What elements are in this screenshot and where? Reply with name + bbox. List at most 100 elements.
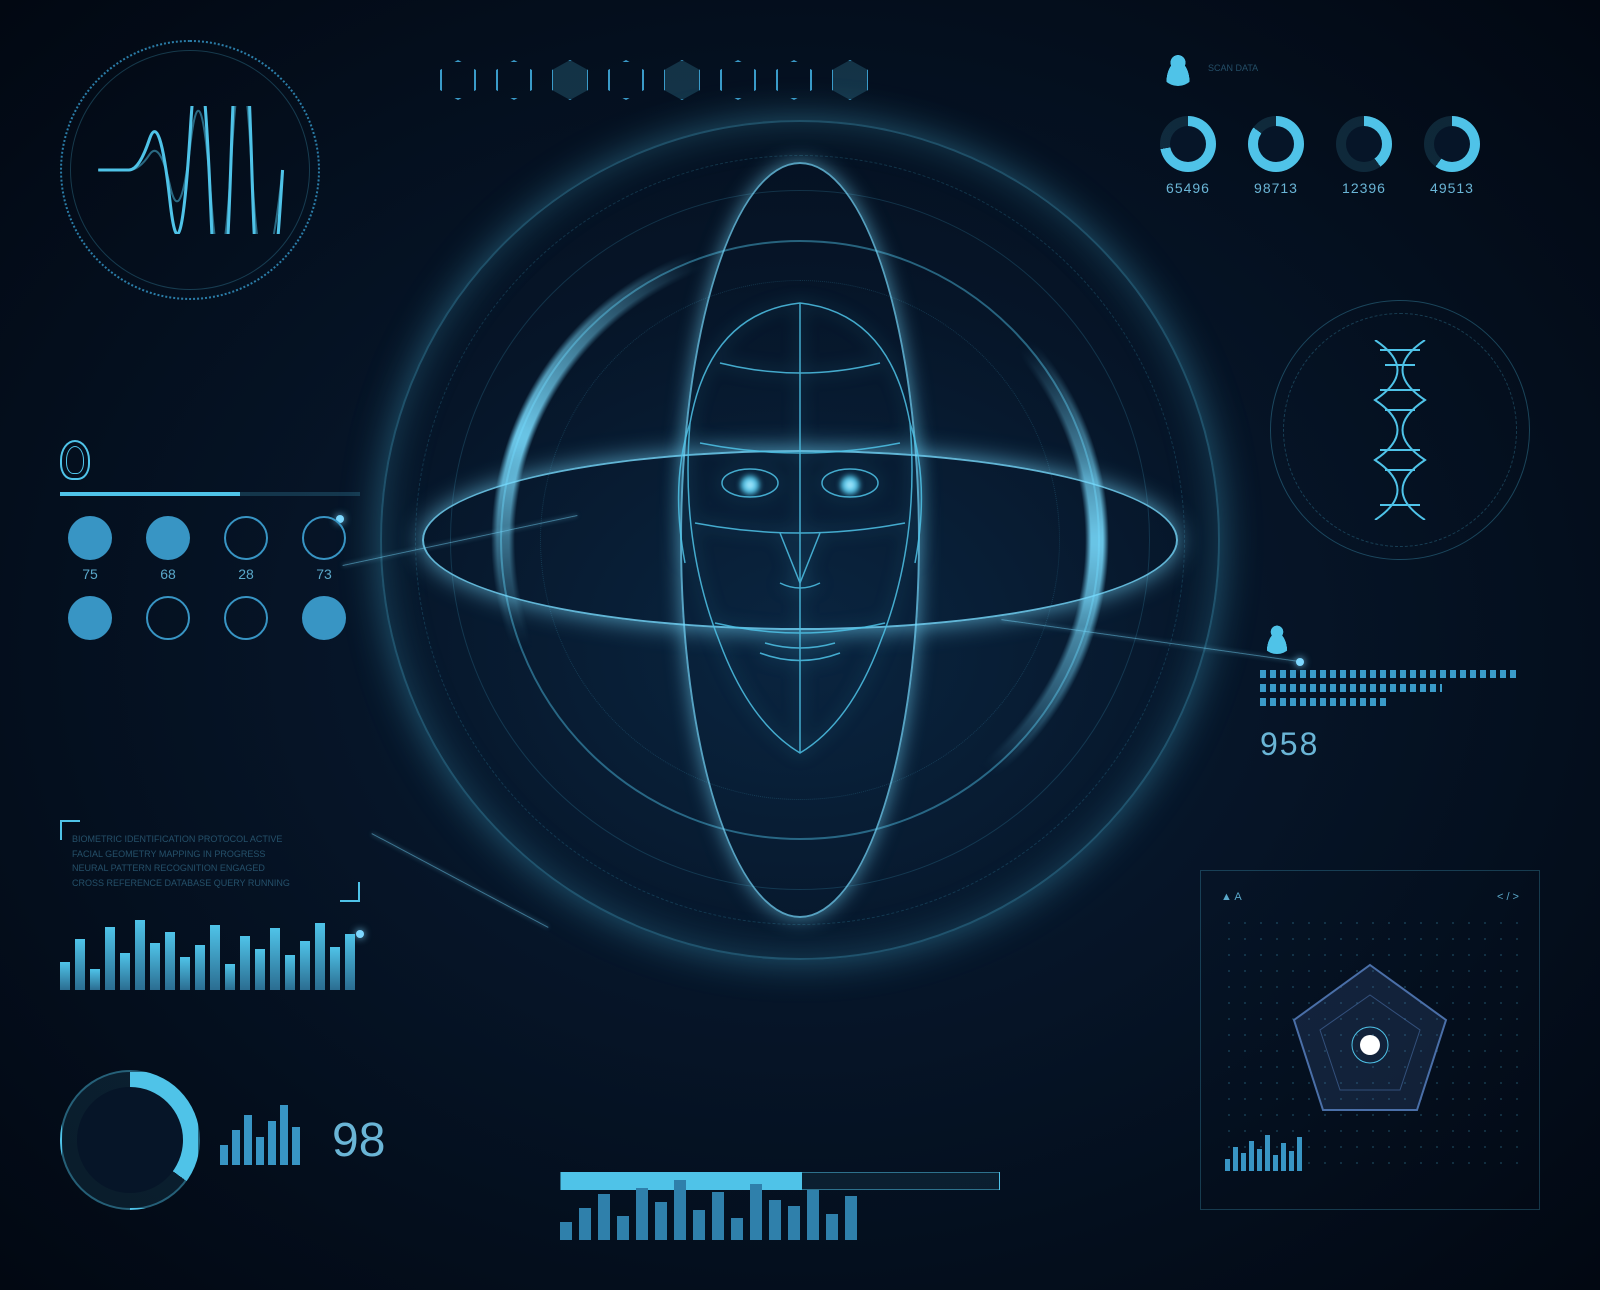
chart-bar xyxy=(1281,1143,1286,1171)
chart-bar xyxy=(1257,1149,1262,1171)
stat-dot-icon xyxy=(224,516,268,560)
chart-bar xyxy=(268,1121,276,1165)
pentagon-icon xyxy=(1270,945,1470,1145)
eye-glow-icon xyxy=(738,473,762,497)
stat-dot-icon xyxy=(68,516,112,560)
status-line: BIOMETRIC IDENTIFICATION PROTOCOL ACTIVE xyxy=(72,832,348,846)
chart-bar xyxy=(220,1145,228,1165)
profile-icon xyxy=(1260,620,1294,654)
data-stripe xyxy=(1260,684,1442,692)
hex-icon xyxy=(608,60,644,100)
chart-bar xyxy=(345,934,355,990)
data-stripe xyxy=(1260,670,1520,678)
chart-bar xyxy=(135,920,145,990)
chart-bar xyxy=(579,1208,591,1240)
stat-dot-icon xyxy=(146,516,190,560)
donut-stat: 12396 xyxy=(1336,116,1392,196)
donut-icon xyxy=(1248,116,1304,172)
chart-bar xyxy=(315,923,325,990)
chart-bar xyxy=(769,1200,781,1240)
globe-waveform-widget xyxy=(60,40,320,300)
chart-bar xyxy=(150,943,160,990)
stats-header-text: SCAN DATA xyxy=(1208,61,1258,75)
face-scan-sphere xyxy=(380,120,1220,960)
chart-bar xyxy=(195,945,205,990)
progress-micro xyxy=(60,492,360,496)
chart-bar xyxy=(256,1137,264,1165)
hex-icon xyxy=(720,60,756,100)
status-line: FACIAL GEOMETRY MAPPING IN PROGRESS xyxy=(72,847,348,861)
chart-bar xyxy=(560,1222,572,1240)
chart-bar xyxy=(750,1184,762,1240)
hex-icon xyxy=(664,60,700,100)
hex-icon xyxy=(776,60,812,100)
chart-bar xyxy=(1297,1137,1302,1171)
stat-dot-icon xyxy=(224,596,268,640)
chart-bar xyxy=(674,1180,686,1240)
radar-header-right: < / > xyxy=(1497,891,1519,903)
bottom-bar-chart xyxy=(560,1180,857,1240)
chart-bar xyxy=(598,1194,610,1240)
dot-stat-cell: 28 xyxy=(216,516,276,582)
donut-icon xyxy=(1336,116,1392,172)
data-stripe xyxy=(1260,698,1390,706)
profile-value: 958 xyxy=(1260,726,1520,763)
chart-bar xyxy=(225,964,235,990)
donut-icon xyxy=(1424,116,1480,172)
chart-bar xyxy=(60,962,70,990)
chart-bar xyxy=(285,955,295,990)
chart-bar xyxy=(300,941,310,990)
radar-header-left: ▲ A xyxy=(1221,891,1242,903)
donut-stat: 98713 xyxy=(1248,116,1304,196)
pentagon-radar-widget: ▲ A < / > xyxy=(1200,870,1540,1210)
chart-bar xyxy=(826,1214,838,1240)
stat-dot-icon xyxy=(302,596,346,640)
dot-value: 68 xyxy=(138,566,198,582)
dna-helix-widget xyxy=(1270,300,1530,560)
chart-bar xyxy=(617,1216,629,1240)
dial-value: 98 xyxy=(332,1113,385,1168)
dot-stat-cell: 75 xyxy=(60,516,120,582)
face-wireframe-icon xyxy=(630,283,970,763)
dot-stat-cell: 73 xyxy=(294,516,354,582)
hex-icon xyxy=(552,60,588,100)
hex-icon xyxy=(496,60,532,100)
chart-bar xyxy=(120,953,130,990)
chart-bar xyxy=(330,947,340,990)
chart-bar xyxy=(244,1115,252,1165)
bar-chart xyxy=(60,920,360,990)
dot-grid-stats: 75 68 28 73 xyxy=(60,440,360,646)
chart-bar xyxy=(1273,1155,1278,1171)
dot-value: 75 xyxy=(60,566,120,582)
chart-bar xyxy=(1233,1147,1238,1171)
chart-bar xyxy=(845,1196,857,1240)
chart-bar xyxy=(255,949,265,990)
profile-icon xyxy=(1160,50,1196,86)
donut-value: 12396 xyxy=(1336,180,1392,196)
dot-stat-cell: 68 xyxy=(138,516,198,582)
dial-readout-widget: 98 xyxy=(60,1070,385,1210)
dot-stat-cell xyxy=(60,596,120,646)
dot-value: 28 xyxy=(216,566,276,582)
dot-stat-cell xyxy=(138,596,198,646)
stat-dot-icon xyxy=(68,596,112,640)
chart-bar xyxy=(280,1105,288,1165)
progress-dial xyxy=(60,1070,200,1210)
chart-bar xyxy=(1249,1141,1254,1171)
chart-bar xyxy=(232,1130,240,1165)
dot-stat-cell xyxy=(216,596,276,646)
chart-bar xyxy=(75,939,85,990)
hex-icon xyxy=(832,60,868,100)
chart-bar xyxy=(292,1127,300,1165)
chart-bar xyxy=(210,925,220,990)
dna-icon xyxy=(1360,340,1440,520)
chart-bar xyxy=(165,932,175,990)
fingerprint-icon xyxy=(60,440,90,480)
chart-bar xyxy=(636,1188,648,1240)
chart-bar xyxy=(90,969,100,990)
donut-value: 98713 xyxy=(1248,180,1304,196)
donut-value: 49513 xyxy=(1424,180,1480,196)
eye-glow-icon xyxy=(838,473,862,497)
chart-bar xyxy=(731,1218,743,1240)
chart-bar xyxy=(240,936,250,990)
